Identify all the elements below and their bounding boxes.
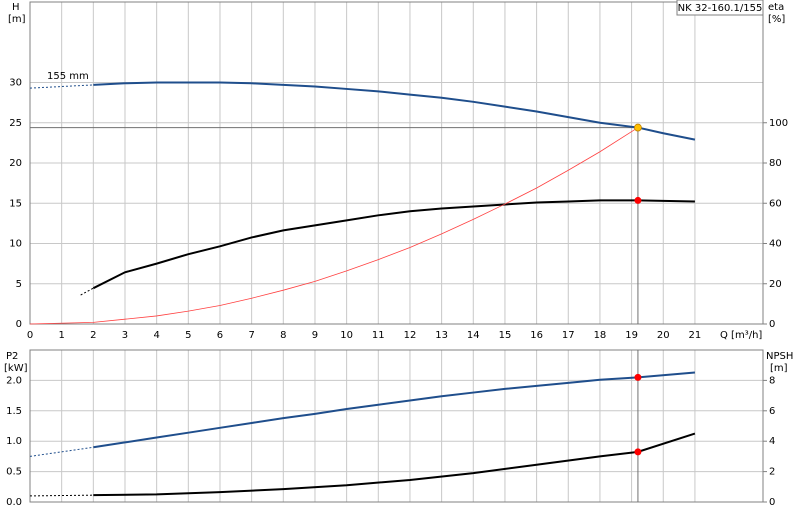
y-axis-unit: [kW] bbox=[4, 363, 28, 374]
y-tick-label: 2.0 bbox=[6, 375, 22, 386]
duty-point bbox=[634, 448, 642, 456]
y-tick-label: 10 bbox=[9, 239, 22, 250]
x-tick-label: 14 bbox=[467, 330, 480, 341]
y-tick-label: 20 bbox=[9, 158, 22, 169]
curve bbox=[93, 81, 696, 141]
curve bbox=[93, 371, 696, 449]
x-tick-label: 1 bbox=[58, 330, 64, 341]
curve-extension bbox=[29, 494, 94, 497]
y2-axis-unit: [m] bbox=[770, 363, 788, 374]
y2-tick-label: 8 bbox=[769, 375, 775, 386]
x-tick-label: 19 bbox=[625, 330, 638, 341]
plot-frame bbox=[29, 1, 764, 325]
duty-point bbox=[634, 123, 642, 132]
y-tick-label: 0.0 bbox=[6, 497, 22, 508]
curve bbox=[92, 199, 695, 290]
x-tick-label: 9 bbox=[312, 330, 318, 341]
y-tick-label: 1.0 bbox=[6, 436, 22, 447]
x-tick-label: 17 bbox=[562, 330, 575, 341]
y2-tick-label: 6 bbox=[769, 406, 775, 417]
y2-tick-label: 0 bbox=[769, 319, 775, 330]
curve-extension bbox=[29, 446, 94, 457]
x-tick-label: 2 bbox=[90, 330, 96, 341]
y-axis-label: P2 bbox=[6, 351, 18, 362]
y2-tick-label: 80 bbox=[769, 158, 782, 169]
x-tick-label: 6 bbox=[217, 330, 223, 341]
duty-point bbox=[634, 373, 642, 381]
duty-point bbox=[634, 196, 642, 204]
y-tick-label: 1.5 bbox=[6, 406, 22, 417]
x-tick-label: 21 bbox=[689, 330, 702, 341]
x-tick-label: 16 bbox=[530, 330, 543, 341]
y-tick-label: 30 bbox=[9, 78, 22, 89]
x-tick-label: 11 bbox=[372, 330, 385, 341]
y2-axis-label: eta bbox=[768, 2, 784, 13]
curve bbox=[29, 127, 639, 325]
y2-tick-label: 4 bbox=[769, 436, 775, 447]
x-tick-label: 20 bbox=[657, 330, 670, 341]
x-tick-label: 18 bbox=[594, 330, 607, 341]
plot-frame bbox=[29, 349, 764, 503]
y-tick-label: 0.5 bbox=[6, 467, 22, 478]
y-tick-label: 25 bbox=[9, 118, 22, 129]
curve bbox=[93, 432, 696, 497]
x-axis-label: Q [m³/h] bbox=[720, 330, 762, 341]
y2-tick-label: 0 bbox=[769, 497, 775, 508]
y2-axis-label: NPSH bbox=[766, 351, 793, 362]
x-tick-label: 15 bbox=[499, 330, 512, 341]
x-tick-label: 10 bbox=[340, 330, 353, 341]
y2-axis-unit: [%] bbox=[768, 14, 785, 25]
y-tick-label: 15 bbox=[9, 198, 22, 209]
y2-tick-label: 60 bbox=[769, 198, 782, 209]
y-axis-unit: [m] bbox=[8, 14, 26, 25]
x-tick-label: 5 bbox=[185, 330, 191, 341]
x-tick-label: 13 bbox=[435, 330, 448, 341]
x-tick-label: 4 bbox=[153, 330, 159, 341]
y2-tick-label: 2 bbox=[769, 467, 775, 478]
y-tick-label: 5 bbox=[16, 279, 22, 290]
y2-tick-label: 100 bbox=[769, 118, 788, 129]
impeller-annotation: 155 mm bbox=[47, 71, 89, 82]
y-tick-label: 0 bbox=[16, 319, 22, 330]
chart-title: NK 32-160.1/155 bbox=[678, 3, 763, 14]
x-tick-label: 0 bbox=[27, 330, 33, 341]
x-tick-label: 7 bbox=[248, 330, 254, 341]
x-tick-label: 8 bbox=[280, 330, 286, 341]
x-tick-label: 12 bbox=[404, 330, 417, 341]
plot-area bbox=[30, 350, 763, 502]
y2-tick-label: 40 bbox=[769, 239, 782, 250]
plot-layer: 0 1 2 3 4 5 6 7 8 9 10 11 12 13 14 15 16 17 18 19 20 21051015… bbox=[6, 1, 788, 508]
y-axis-label: H bbox=[12, 2, 20, 13]
curve-extension bbox=[29, 84, 94, 89]
title-box bbox=[676, 0, 764, 16]
y2-tick-label: 20 bbox=[769, 279, 782, 290]
x-tick-label: 3 bbox=[122, 330, 128, 341]
